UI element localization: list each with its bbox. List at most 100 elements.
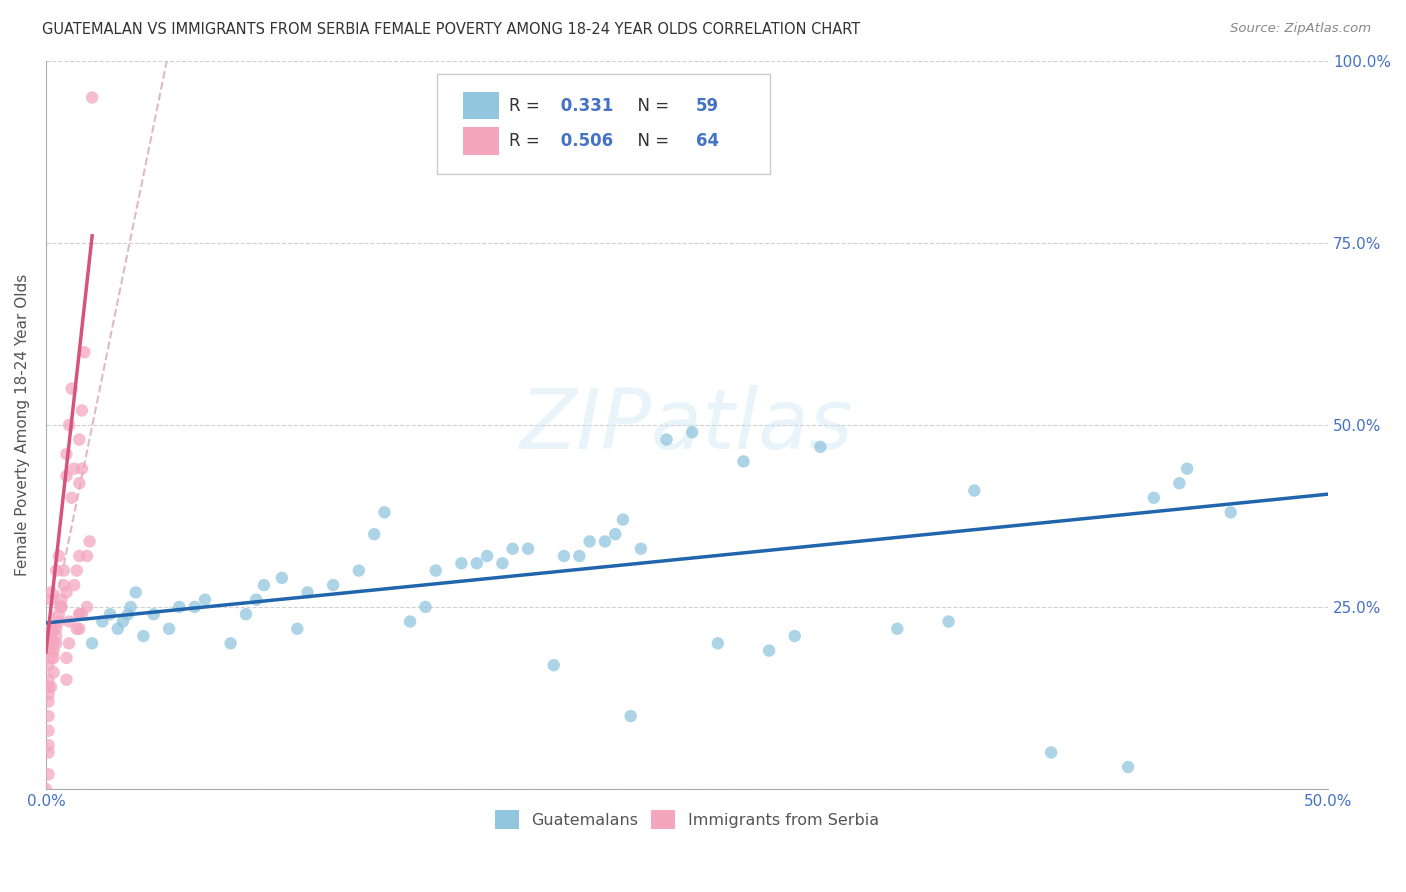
Point — [45, 622, 67, 636]
Point — [219, 636, 242, 650]
Point — [253, 578, 276, 592]
Point — [425, 564, 447, 578]
Point — [48, 607, 70, 622]
FancyBboxPatch shape — [437, 73, 770, 174]
Point — [51, 599, 73, 614]
Point — [39, 643, 62, 657]
Point — [60, 491, 83, 505]
Point — [58, 417, 80, 432]
Point — [1219, 505, 1241, 519]
Point — [39, 592, 62, 607]
Point — [142, 607, 165, 622]
Point — [605, 527, 627, 541]
Point — [38, 658, 60, 673]
Point — [285, 622, 308, 636]
Point — [297, 585, 319, 599]
Point — [322, 578, 344, 592]
Text: 0.331: 0.331 — [555, 96, 613, 114]
Point — [373, 505, 395, 519]
Point — [111, 615, 134, 629]
Text: GUATEMALAN VS IMMIGRANTS FROM SERBIA FEMALE POVERTY AMONG 18-24 YEAR OLDS CORREL: GUATEMALAN VS IMMIGRANTS FROM SERBIA FEM… — [42, 22, 860, 37]
Point — [63, 578, 86, 592]
Point — [58, 615, 80, 629]
Text: Source: ZipAtlas.com: Source: ZipAtlas.com — [1230, 22, 1371, 36]
Point — [70, 403, 93, 417]
Point — [48, 549, 70, 563]
Point — [465, 556, 488, 570]
Point — [1040, 746, 1063, 760]
FancyBboxPatch shape — [463, 92, 499, 120]
Point — [270, 571, 292, 585]
Point — [808, 440, 831, 454]
Point — [55, 651, 77, 665]
Text: R =: R = — [509, 132, 546, 150]
Point — [76, 599, 98, 614]
Point — [66, 564, 89, 578]
Point — [347, 564, 370, 578]
Point — [475, 549, 498, 563]
Point — [39, 636, 62, 650]
Text: R =: R = — [509, 96, 546, 114]
Point — [52, 564, 75, 578]
Point — [67, 433, 90, 447]
FancyBboxPatch shape — [463, 128, 499, 155]
Point — [568, 549, 591, 563]
Point — [82, 90, 104, 104]
Legend: Guatemalans, Immigrants from Serbia: Guatemalans, Immigrants from Serbia — [488, 803, 886, 836]
Point — [76, 549, 98, 563]
Point — [67, 607, 90, 622]
Point — [733, 454, 755, 468]
Point — [553, 549, 575, 563]
Point — [620, 709, 643, 723]
Point — [70, 461, 93, 475]
Point — [491, 556, 513, 570]
Point — [73, 345, 96, 359]
Point — [38, 738, 60, 752]
Point — [38, 687, 60, 701]
Point — [758, 643, 780, 657]
Point — [1168, 476, 1191, 491]
Point — [107, 622, 129, 636]
Point — [38, 767, 60, 781]
Point — [1175, 461, 1198, 475]
Point — [125, 585, 148, 599]
Point — [120, 599, 142, 614]
Point — [38, 680, 60, 694]
Point — [169, 599, 191, 614]
Point — [48, 615, 70, 629]
Point — [517, 541, 540, 556]
Point — [630, 541, 652, 556]
Point — [38, 746, 60, 760]
Point — [502, 541, 524, 556]
Point — [38, 694, 60, 708]
Point — [42, 651, 65, 665]
Point — [38, 723, 60, 738]
Text: 0.506: 0.506 — [555, 132, 613, 150]
Point — [98, 607, 121, 622]
Point — [67, 476, 90, 491]
Point — [55, 469, 77, 483]
Point — [51, 592, 73, 607]
Point — [117, 607, 139, 622]
Point — [35, 781, 58, 796]
Point — [39, 651, 62, 665]
Point — [66, 622, 89, 636]
Point — [235, 607, 257, 622]
Point — [58, 636, 80, 650]
Point — [363, 527, 385, 541]
Point — [963, 483, 986, 498]
Point — [183, 599, 205, 614]
Point — [82, 636, 104, 650]
Point — [245, 592, 267, 607]
Point — [655, 433, 678, 447]
Point — [52, 578, 75, 592]
Point — [60, 382, 83, 396]
Point — [55, 447, 77, 461]
Point — [707, 636, 730, 650]
Point — [38, 709, 60, 723]
Point — [593, 534, 616, 549]
Point — [578, 534, 600, 549]
Point — [67, 549, 90, 563]
Point — [39, 629, 62, 643]
Point — [39, 680, 62, 694]
